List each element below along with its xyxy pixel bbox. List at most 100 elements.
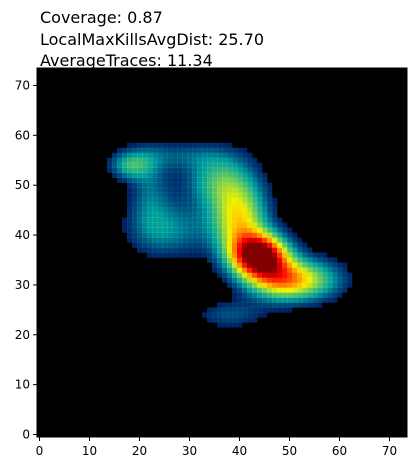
density-cell — [237, 192, 243, 198]
density-cell — [227, 147, 233, 154]
density-cell — [267, 262, 273, 268]
density-cell — [207, 247, 213, 253]
density-cell — [162, 212, 168, 218]
density-cell — [247, 247, 253, 253]
density-cell — [147, 242, 153, 248]
density-cell — [237, 297, 243, 303]
density-cell — [107, 167, 113, 174]
density-cell — [247, 157, 253, 164]
density-cell — [162, 142, 168, 149]
density-cell — [157, 182, 163, 188]
density-cell — [232, 232, 238, 238]
density-cell — [257, 237, 263, 243]
density-cell — [137, 162, 143, 169]
density-cell — [212, 207, 218, 213]
density-cell — [107, 157, 113, 164]
density-cell — [272, 242, 278, 248]
x-tick-label: 50 — [282, 444, 297, 458]
density-cell — [242, 202, 248, 208]
density-cell — [152, 207, 158, 213]
density-cell — [232, 312, 238, 318]
density-cell — [207, 142, 213, 149]
density-cell — [277, 282, 283, 288]
density-cell — [217, 312, 223, 318]
density-cell — [187, 207, 193, 213]
title-local-max-kills: LocalMaxKillsAvgDist: 25.70 — [40, 30, 264, 49]
density-cell — [247, 237, 253, 243]
density-cell — [287, 232, 293, 238]
density-cell — [247, 227, 253, 233]
density-cell — [217, 302, 223, 308]
density-cell — [127, 167, 133, 174]
density-cell — [302, 247, 308, 253]
density-cell — [177, 197, 183, 203]
density-cell — [267, 192, 273, 198]
density-cell — [217, 227, 223, 233]
density-cell — [182, 217, 188, 223]
density-cell — [282, 242, 288, 248]
density-cell — [252, 307, 258, 313]
density-cell — [337, 262, 343, 268]
density-cell — [267, 207, 273, 213]
density-cell — [217, 152, 223, 159]
density-cell — [117, 172, 123, 179]
density-cell — [272, 297, 278, 303]
density-cell — [197, 222, 203, 228]
density-cell — [142, 247, 148, 253]
density-cell — [152, 147, 158, 154]
density-cell — [152, 232, 158, 238]
density-cell — [232, 192, 238, 198]
density-cell — [262, 252, 268, 258]
density-cell — [237, 147, 243, 154]
density-cell — [177, 142, 183, 149]
density-cell — [127, 207, 133, 213]
density-cell — [247, 297, 253, 303]
density-cell — [212, 202, 218, 208]
density-cell — [162, 162, 168, 169]
density-cell — [272, 237, 278, 243]
density-cell — [212, 167, 218, 174]
density-cell — [147, 247, 153, 253]
density-cell — [127, 182, 133, 188]
density-cell — [207, 222, 213, 228]
density-cell — [142, 212, 148, 218]
density-cell — [172, 247, 178, 253]
density-cell — [252, 197, 258, 203]
density-cell — [152, 142, 158, 149]
density-cell — [262, 192, 268, 198]
density-cell — [232, 237, 238, 243]
density-cell — [117, 162, 123, 169]
density-cell — [212, 262, 218, 268]
density-cell — [237, 262, 243, 268]
density-cell — [187, 192, 193, 198]
density-cell — [282, 232, 288, 238]
density-cell — [197, 202, 203, 208]
density-cell — [242, 282, 248, 288]
density-cell — [147, 172, 153, 179]
density-cell — [137, 182, 143, 188]
density-cell — [237, 242, 243, 248]
density-cell — [152, 162, 158, 169]
density-cell — [202, 152, 208, 159]
density-cell — [157, 252, 163, 258]
y-tick-label: 0 — [22, 428, 30, 442]
density-cell — [262, 272, 268, 278]
density-cell — [157, 232, 163, 238]
density-cell — [232, 197, 238, 203]
density-cell — [247, 292, 253, 298]
density-cell — [127, 142, 133, 149]
density-cell — [262, 212, 268, 218]
density-cell — [257, 302, 263, 308]
density-cell — [282, 227, 288, 233]
density-cell — [212, 222, 218, 228]
density-cell — [342, 272, 348, 278]
density-cell — [297, 302, 303, 308]
density-cell — [267, 307, 273, 313]
density-cell — [222, 142, 228, 149]
density-cell — [122, 167, 128, 174]
density-cell — [122, 177, 128, 183]
density-cell — [272, 257, 278, 263]
density-cell — [192, 212, 198, 218]
density-cell — [177, 247, 183, 253]
